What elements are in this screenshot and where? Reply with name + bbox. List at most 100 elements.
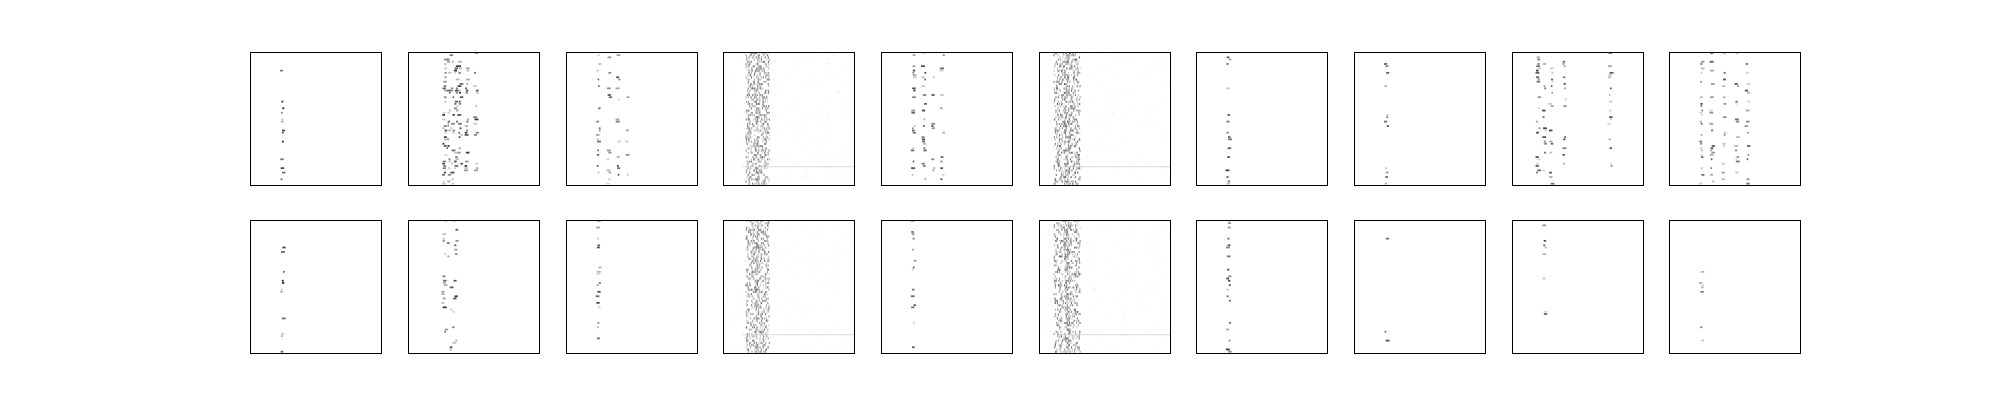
heatmap-cell xyxy=(1075,246,1077,249)
heatmap-cell xyxy=(1701,109,1704,112)
heatmap-cell xyxy=(1063,158,1065,161)
heatmap-cell xyxy=(753,142,755,145)
heatmap-cell xyxy=(757,58,759,61)
heatmap-cell xyxy=(455,91,458,94)
heatmap-cell xyxy=(1074,275,1077,278)
heatmap-cell xyxy=(1386,125,1390,127)
heatmap-cell xyxy=(1054,279,1056,282)
heatmap-cell xyxy=(749,87,751,89)
heatmap-cell xyxy=(747,350,750,353)
heatmap-panel-r1-c3 xyxy=(723,220,855,354)
heatmap-cell xyxy=(1722,85,1726,88)
heatmap-cell xyxy=(1076,109,1078,112)
heatmap-cell xyxy=(763,248,765,251)
heatmap-cell xyxy=(1069,286,1071,289)
heatmap-cell xyxy=(760,253,763,256)
heatmap-cell xyxy=(763,233,765,236)
heatmap-cell xyxy=(1057,69,1059,72)
heatmap-cell xyxy=(1081,74,1083,76)
heatmap-cell xyxy=(746,63,748,66)
heatmap-cell xyxy=(1077,94,1080,97)
heatmap-cell xyxy=(758,264,761,267)
heatmap-cell xyxy=(759,83,761,86)
heatmap-cell xyxy=(1053,259,1056,262)
heatmap-cell xyxy=(757,80,760,83)
heatmap-cell xyxy=(1069,293,1071,296)
heatmap-cell xyxy=(1139,306,1141,308)
heatmap-cell xyxy=(1072,228,1075,231)
heatmap-cell xyxy=(758,248,760,251)
heatmap-cell xyxy=(449,346,453,349)
heatmap-cell xyxy=(1548,102,1552,105)
heatmap-cell xyxy=(1077,60,1079,63)
heatmap-cell xyxy=(474,71,476,74)
heatmap-cell xyxy=(1073,255,1075,258)
heatmap-cell xyxy=(1161,262,1163,264)
heatmap-cell xyxy=(750,253,753,256)
heatmap-cell xyxy=(472,85,477,88)
heatmap-cell xyxy=(746,286,748,288)
heatmap-cell xyxy=(1385,167,1387,170)
heatmap-cell xyxy=(754,105,756,108)
heatmap-cell xyxy=(444,153,448,156)
heatmap-cell xyxy=(1070,122,1073,125)
heatmap-cells xyxy=(595,220,602,340)
heatmap-cell xyxy=(615,87,620,90)
heatmap-cell xyxy=(1117,167,1118,169)
heatmap-cell xyxy=(447,180,451,183)
heatmap-cell xyxy=(750,233,753,236)
heatmap-cell xyxy=(767,251,770,254)
heatmap-cell xyxy=(450,308,453,311)
heatmap-cell xyxy=(1092,288,1094,290)
heatmap-cell xyxy=(754,324,756,327)
heatmap-cell xyxy=(1058,255,1060,258)
heatmap-cell xyxy=(1060,178,1063,181)
heatmap-cell xyxy=(1065,290,1067,293)
heatmap-cell xyxy=(748,140,750,143)
heatmap-cell xyxy=(1066,228,1068,231)
heatmap-cell xyxy=(759,171,761,174)
heatmap-cell xyxy=(761,321,763,324)
heatmap-cell xyxy=(755,91,757,94)
heatmap-cell xyxy=(1055,129,1057,132)
heatmap-cell xyxy=(1151,116,1153,118)
heatmap-cell xyxy=(1077,89,1080,92)
heatmap-cell xyxy=(1070,259,1073,262)
heatmap-cell xyxy=(755,111,757,114)
heatmap-cell xyxy=(765,299,768,302)
heatmap-cell xyxy=(1066,242,1068,245)
heatmap-cell xyxy=(757,346,759,349)
heatmap-cell xyxy=(751,127,753,130)
heatmap-cell xyxy=(748,56,750,59)
heatmap-cell xyxy=(1745,109,1750,112)
heatmap-cell xyxy=(745,319,748,322)
heatmap-cell xyxy=(849,162,851,164)
heatmap-cell xyxy=(762,231,764,234)
heatmap-cell xyxy=(1071,251,1073,254)
heatmap-cell xyxy=(762,60,764,63)
heatmap-cell xyxy=(745,315,748,318)
heatmap-cell xyxy=(1535,156,1539,158)
heatmap-cell xyxy=(1057,313,1059,315)
heatmap-cell xyxy=(1116,94,1118,96)
heatmap-cell xyxy=(839,91,841,93)
heatmap-cells xyxy=(1225,220,1232,353)
heatmap-cell xyxy=(757,140,759,143)
heatmap-cell xyxy=(1053,273,1055,275)
heatmap-cell xyxy=(1059,328,1061,331)
heatmap-cell xyxy=(747,156,749,159)
heatmap-cell xyxy=(1135,171,1137,173)
heatmap-cell xyxy=(749,85,751,88)
heatmap-cell xyxy=(1142,302,1144,304)
heatmap-cell xyxy=(1147,162,1149,164)
heatmap-cell xyxy=(451,326,455,329)
heatmap-cell xyxy=(745,76,747,79)
heatmap-cell xyxy=(1061,71,1063,74)
heatmap-cell xyxy=(1065,321,1068,324)
heatmap-cell xyxy=(757,125,759,127)
heatmap-cell xyxy=(753,153,756,156)
heatmap-cell xyxy=(1535,71,1540,74)
heatmap-cell xyxy=(755,244,757,247)
heatmap-cell xyxy=(1074,288,1076,291)
heatmap-cell xyxy=(1099,339,1101,341)
